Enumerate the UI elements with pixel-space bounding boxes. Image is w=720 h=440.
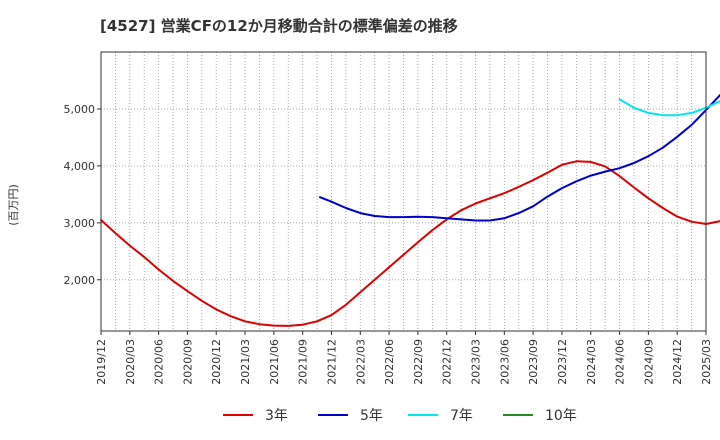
x-tick-label: 2020/09 <box>181 339 194 385</box>
legend-label: 10年 <box>545 408 577 424</box>
chart-title: [4527] 営業CFの12か月移動合計の標準偏差の推移 <box>100 17 458 35</box>
legend-item: 3年 <box>223 408 288 424</box>
y-tick-label: 2,000 <box>64 274 96 287</box>
x-tick-label: 2021/06 <box>268 339 281 385</box>
x-tick-label: 2020/03 <box>124 339 137 385</box>
x-tick-label: 2024/12 <box>671 339 684 385</box>
x-tick-label: 2022/03 <box>354 339 367 385</box>
x-tick-label: 2021/03 <box>239 339 252 385</box>
x-tick-label: 2024/03 <box>585 339 598 385</box>
series-line-7年 <box>618 98 720 117</box>
legend-label: 3年 <box>265 408 288 424</box>
x-tick-label: 2022/06 <box>383 339 396 385</box>
x-tick-label: 2019/12 <box>95 339 108 385</box>
x-tick-label: 2021/12 <box>325 339 338 385</box>
legend-label: 7年 <box>450 408 473 424</box>
x-tick-label: 2022/12 <box>441 339 454 385</box>
grid-lines <box>100 52 707 331</box>
y-tick-labels: 2,000 3,000 4,000 5,000 <box>64 103 101 287</box>
y-tick-label: 4,000 <box>64 160 96 173</box>
x-tick-labels: 2019/12 2020/03 2020/06 2020/09 2020/12 2021/… <box>95 331 713 385</box>
x-tick-label: 2023/09 <box>527 339 540 385</box>
x-tick-label: 2020/06 <box>153 339 166 385</box>
legend-item: 10年 <box>503 408 577 424</box>
y-tick-label: 3,000 <box>64 217 96 230</box>
legend-item: 7年 <box>408 408 473 424</box>
legend-item: 5年 <box>318 408 383 424</box>
x-tick-label: 2024/09 <box>642 339 655 385</box>
y-tick-label: 5,000 <box>64 103 96 116</box>
x-tick-label: 2020/12 <box>210 339 223 385</box>
plot-area <box>100 51 707 332</box>
legend-label: 5年 <box>360 408 383 424</box>
x-tick-label: 2023/12 <box>556 339 569 385</box>
x-tick-label: 2021/09 <box>297 339 310 385</box>
series-layer <box>100 93 720 327</box>
y-axis-label: (百万円) <box>7 184 20 226</box>
x-tick-label: 2024/06 <box>614 339 627 385</box>
x-tick-label: 2023/03 <box>470 339 483 385</box>
series-line-3年 <box>100 160 720 327</box>
series-line-5年 <box>319 93 720 222</box>
x-tick-label: 2023/06 <box>498 339 511 385</box>
x-tick-label: 2022/09 <box>412 339 425 385</box>
x-tick-label: 2025/03 <box>700 339 713 385</box>
legend: 3年 5年 7年 10年 <box>223 408 577 424</box>
